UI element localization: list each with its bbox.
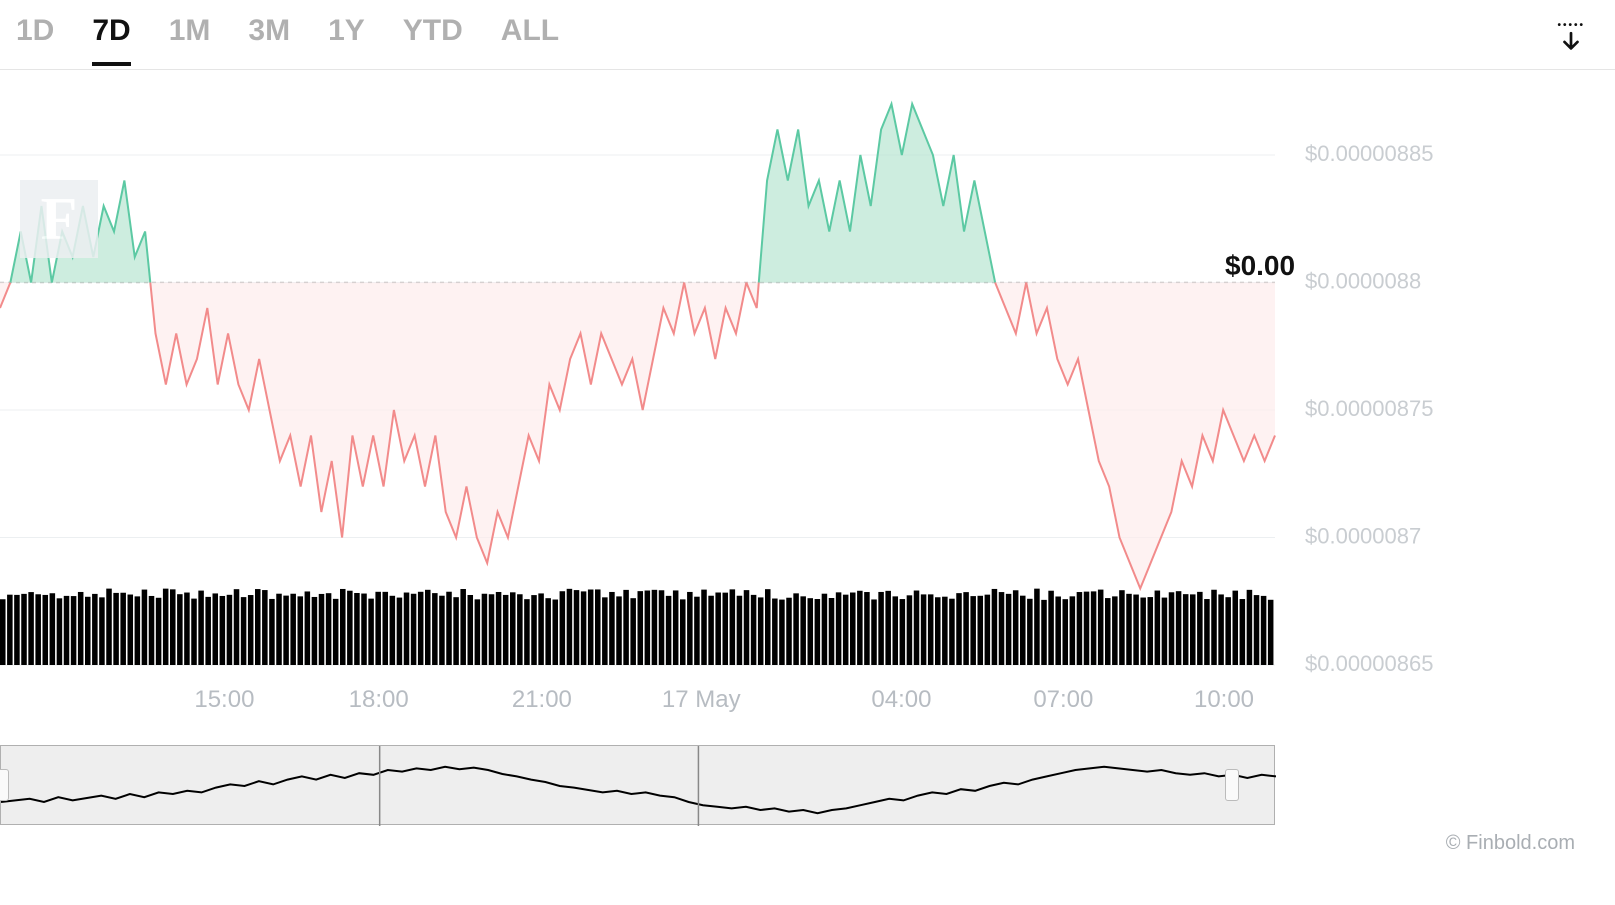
price-chart-svg[interactable]: $0.00000885 $0.0000088 $0.00000875 $0.00000… — [0, 70, 1615, 770]
download-dots-icon: ••••• — [1557, 24, 1585, 28]
svg-text:$0.00000875: $0.00000875 — [1305, 396, 1433, 421]
attribution-text: © Finbold.com — [1446, 832, 1575, 855]
svg-text:21:00: 21:00 — [512, 686, 572, 713]
tab-all[interactable]: ALL — [501, 14, 559, 66]
download-icon — [1558, 30, 1584, 56]
chart-area: F $0.00000885$0.0000088$0.00000875$0.000… — [0, 70, 1615, 770]
watermark-logo: F — [20, 180, 98, 258]
chart-widget: 1D7D1M3M1YYTDALL ••••• F $0.00000885$0.0… — [0, 0, 1615, 905]
svg-text:$0.0000087: $0.0000087 — [1305, 523, 1421, 548]
svg-text:07:00: 07:00 — [1033, 686, 1093, 713]
tab-1m[interactable]: 1M — [169, 14, 211, 66]
svg-text:$0.00000885: $0.00000885 — [1305, 141, 1433, 166]
navigator-brush[interactable] — [0, 745, 1275, 825]
brush-handle-left[interactable] — [0, 769, 9, 800]
svg-text:18:00: 18:00 — [349, 686, 409, 713]
navigator-svg — [1, 746, 1276, 826]
svg-text:17 May: 17 May — [662, 686, 741, 713]
tab-1d[interactable]: 1D — [16, 14, 54, 66]
tab-list: 1D 7D 1M 3M 1Y YTD ALL — [16, 14, 559, 66]
svg-text:10:00: 10:00 — [1194, 686, 1254, 713]
svg-text:04:00: 04:00 — [871, 686, 931, 713]
svg-text:15:00: 15:00 — [194, 686, 254, 713]
tab-3m[interactable]: 3M — [248, 14, 290, 66]
tab-ytd[interactable]: YTD — [403, 14, 463, 66]
tab-7d[interactable]: 7D — [92, 14, 130, 66]
range-tabs: 1D 7D 1M 3M 1Y YTD ALL ••••• — [0, 10, 1615, 70]
download-button[interactable]: ••••• — [1557, 24, 1585, 56]
tab-1y[interactable]: 1Y — [328, 14, 365, 66]
svg-text:$0.0000088: $0.0000088 — [1305, 268, 1421, 293]
svg-text:$0.00000865: $0.00000865 — [1305, 651, 1433, 676]
brush-handle-right[interactable] — [1225, 769, 1239, 800]
svg-text:$0.00: $0.00 — [1225, 250, 1295, 281]
